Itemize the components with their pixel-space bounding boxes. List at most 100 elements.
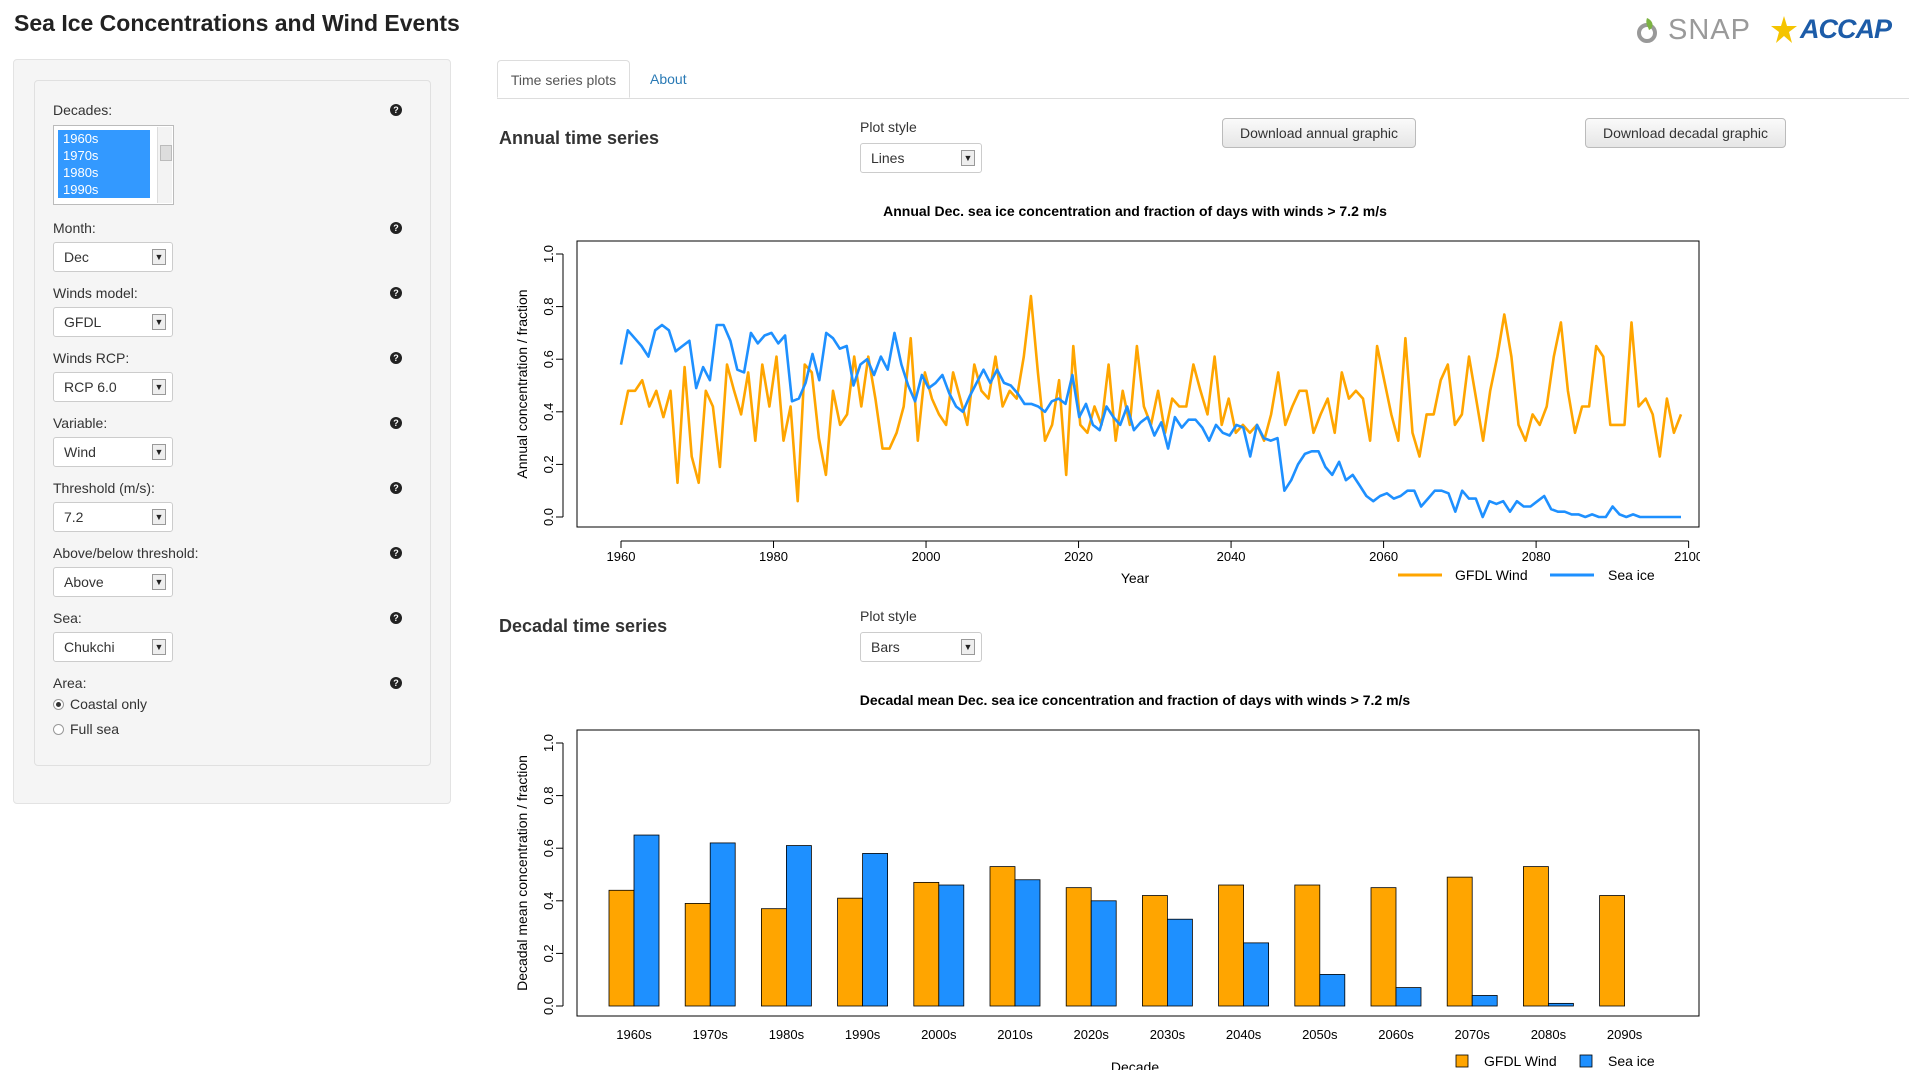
sea-ice-bar bbox=[1090, 900, 1117, 1007]
chevron-down-icon: ▼ bbox=[152, 249, 166, 265]
chevron-down-icon: ▼ bbox=[152, 314, 166, 330]
winds-model-value: GFDL bbox=[64, 314, 102, 330]
snap-logo-text: SNAP bbox=[1668, 14, 1751, 46]
x-tick-label: 2070s bbox=[1454, 1027, 1490, 1042]
annual-plot-style-value: Lines bbox=[871, 150, 905, 166]
variable-value: Wind bbox=[64, 444, 96, 460]
legend-swatch-wind bbox=[1455, 1054, 1469, 1068]
sea-ice-bar bbox=[1167, 918, 1193, 1007]
decade-option[interactable]: 1970s bbox=[63, 148, 99, 163]
chart-title: Annual Dec. sea ice concentration and fr… bbox=[883, 203, 1387, 219]
decadal-plot-style-select[interactable]: Bars ▼ bbox=[860, 632, 982, 662]
accap-logo-text: ACCAP bbox=[1800, 14, 1892, 44]
area-radio-full-sea[interactable]: Full sea bbox=[53, 721, 119, 737]
decade-option[interactable]: 1980s bbox=[63, 165, 99, 180]
threshold-select[interactable]: 7.2 ▼ bbox=[53, 502, 173, 532]
wind-bar bbox=[1599, 895, 1625, 1007]
help-icon[interactable]: ? bbox=[390, 104, 402, 116]
x-tick-label: 1990s bbox=[845, 1027, 881, 1042]
y-tick-label: 1.0 bbox=[541, 245, 556, 263]
wind-bar bbox=[989, 866, 1016, 1007]
x-tick-label: 2040s bbox=[1226, 1027, 1262, 1042]
sea-ice-bar bbox=[1548, 1002, 1574, 1007]
radio-unchecked[interactable] bbox=[53, 723, 64, 735]
wind-bar bbox=[837, 897, 863, 1007]
y-axis-label: Decadal mean concentration / fraction bbox=[514, 755, 530, 991]
annual-chart: Annual Dec. sea ice concentration and fr… bbox=[514, 203, 1700, 586]
winds-rcp-select[interactable]: RCP 6.0 ▼ bbox=[53, 372, 173, 402]
bar-groups: 1960s 1970s 1980s 1990s 2000s 2010s 2020s 2030s… bbox=[608, 834, 1643, 1042]
area-radio-coastal[interactable]: Coastal only bbox=[53, 696, 147, 712]
x-tick-label: 2020 bbox=[1064, 549, 1093, 564]
wind-bar bbox=[608, 889, 635, 1007]
chevron-down-icon: ▼ bbox=[961, 639, 975, 655]
x-axis: 1960 1980 2000 2020 2040 2060 2080 2100 bbox=[607, 540, 1700, 564]
winds-rcp-label: Winds RCP: bbox=[53, 350, 130, 366]
chevron-down-icon: ▼ bbox=[961, 150, 975, 166]
x-tick-label: 1980 bbox=[759, 549, 788, 564]
download-annual-button[interactable]: Download annual graphic bbox=[1222, 118, 1416, 148]
annual-plot-style-label: Plot style bbox=[860, 119, 917, 135]
sea-ice-bar bbox=[1319, 974, 1346, 1007]
help-icon[interactable]: ? bbox=[390, 222, 402, 234]
sea-ice-bar bbox=[633, 834, 660, 1007]
tab-about[interactable]: About bbox=[650, 71, 687, 87]
listbox-scrollbar[interactable] bbox=[157, 127, 172, 203]
help-icon[interactable]: ? bbox=[390, 612, 402, 624]
tab-time-series-plots[interactable]: Time series plots bbox=[497, 60, 630, 98]
month-select[interactable]: Dec ▼ bbox=[53, 242, 173, 272]
x-tick-label: 1960 bbox=[607, 549, 636, 564]
annual-plot-style-select[interactable]: Lines ▼ bbox=[860, 143, 982, 173]
snap-leaf-icon bbox=[1637, 17, 1657, 43]
y-tick-label: 1.0 bbox=[541, 734, 556, 752]
sea-label: Sea: bbox=[53, 610, 82, 626]
wind-bar bbox=[1065, 887, 1092, 1007]
page-title: Sea Ice Concentrations and Wind Events bbox=[14, 10, 460, 36]
sea-ice-bar bbox=[1014, 879, 1041, 1007]
winds-model-select[interactable]: GFDL ▼ bbox=[53, 307, 173, 337]
chevron-down-icon: ▼ bbox=[152, 639, 166, 655]
variable-select[interactable]: Wind ▼ bbox=[53, 437, 173, 467]
tab-bar: Time series plots About bbox=[497, 60, 1909, 99]
x-axis-label: Decade bbox=[1111, 1059, 1159, 1070]
legend-label-ice: Sea ice bbox=[1608, 1053, 1655, 1069]
sea-ice-bar bbox=[938, 884, 965, 1007]
y-tick-label: 0.6 bbox=[541, 839, 556, 857]
x-tick-label: 2050s bbox=[1302, 1027, 1338, 1042]
help-icon[interactable]: ? bbox=[390, 677, 402, 689]
chart-title: Decadal mean Dec. sea ice concentration … bbox=[860, 692, 1411, 708]
x-tick-label: 2000 bbox=[912, 549, 941, 564]
decade-option[interactable]: 1990s bbox=[63, 182, 99, 197]
wind-bar bbox=[1218, 884, 1244, 1007]
decades-listbox[interactable]: 1960s 1970s 1980s 1990s bbox=[53, 125, 174, 205]
month-label: Month: bbox=[53, 220, 96, 236]
threshold-value: 7.2 bbox=[64, 509, 84, 525]
wind-bar bbox=[913, 881, 940, 1007]
sea-select[interactable]: Chukchi ▼ bbox=[53, 632, 173, 662]
y-axis-label: Annual concentration / fraction bbox=[514, 289, 530, 478]
accap-logo[interactable]: ACCAP bbox=[1770, 14, 1892, 45]
decade-option[interactable]: 1960s bbox=[63, 131, 99, 146]
annual-heading: Annual time series bbox=[499, 128, 660, 148]
radio-checked[interactable] bbox=[53, 698, 64, 710]
y-tick-label: 0.0 bbox=[541, 508, 556, 526]
help-icon[interactable]: ? bbox=[390, 352, 402, 364]
above-below-select[interactable]: Above ▼ bbox=[53, 567, 173, 597]
sea-ice-bar bbox=[786, 845, 812, 1007]
sea-ice-bar bbox=[709, 842, 736, 1007]
scrollbar-thumb[interactable] bbox=[160, 145, 172, 161]
snap-logo[interactable]: SNAP bbox=[1632, 14, 1751, 47]
accap-star-icon bbox=[1771, 15, 1797, 43]
sea-ice-bar bbox=[1395, 987, 1422, 1007]
x-tick-label: 2030s bbox=[1150, 1027, 1186, 1042]
help-icon[interactable]: ? bbox=[390, 287, 402, 299]
help-icon[interactable]: ? bbox=[390, 417, 402, 429]
x-tick-label: 1960s bbox=[616, 1027, 652, 1042]
chevron-down-icon: ▼ bbox=[152, 574, 166, 590]
help-icon[interactable]: ? bbox=[390, 547, 402, 559]
winds-model-label: Winds model: bbox=[53, 285, 138, 301]
download-decadal-button[interactable]: Download decadal graphic bbox=[1585, 118, 1786, 148]
x-tick-label: 2080 bbox=[1522, 549, 1551, 564]
help-icon[interactable]: ? bbox=[390, 482, 402, 494]
x-tick-label: 1980s bbox=[769, 1027, 805, 1042]
